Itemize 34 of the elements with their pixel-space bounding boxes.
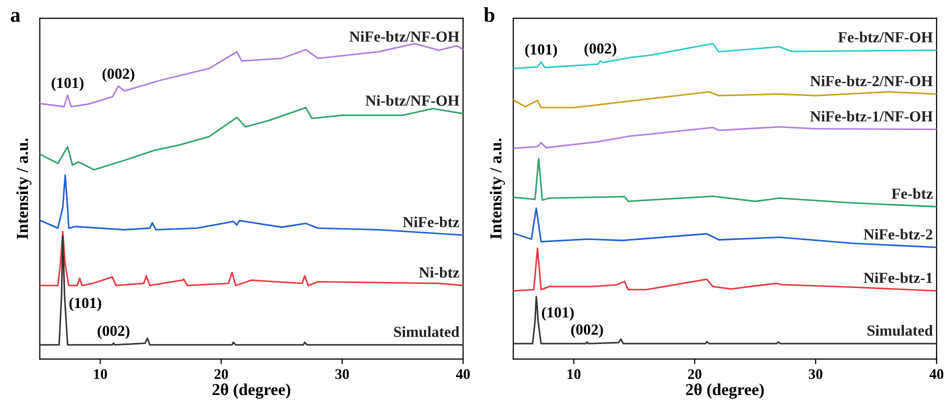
chart-title: b (484, 7, 494, 22)
annotation: (101) (52, 77, 84, 92)
series-label: NiFe-btz-2 (864, 228, 932, 240)
y-axis-title: Intensity / a.u. (16, 138, 32, 240)
x-tick-label: 20 (688, 369, 702, 380)
annotation: (002) (98, 325, 130, 340)
series-label: NiFe-btz/NF-OH (349, 31, 460, 42)
x-axis-title: 2θ (degree) (686, 383, 764, 399)
x-tick-label: 40 (456, 369, 470, 380)
x-tick-label: 40 (929, 369, 944, 380)
series-label: Simulated (868, 324, 933, 336)
series-label: NiFe-btz (402, 216, 460, 228)
series-label: Ni-btz (419, 266, 460, 278)
x-tick-label: 30 (335, 369, 349, 380)
series-label: NiFe-btz-1/NF-OH (810, 110, 933, 122)
series-label: Fe-btz (892, 188, 933, 199)
chart-title: a (10, 12, 20, 22)
x-axis-title: 2θ (degree) (212, 383, 290, 399)
annotation: (002) (571, 324, 603, 338)
x-tick-label: 10 (568, 369, 580, 380)
annotation: (002) (102, 68, 134, 82)
annotation: (002) (584, 42, 616, 57)
annotation: (101) (69, 297, 102, 312)
series-label: NiFe-btz-2/NF-OH (810, 75, 933, 86)
x-tick-label: 30 (808, 369, 822, 380)
annotation: (101) (542, 306, 574, 321)
series-label: NiFe-btz-1 (864, 272, 932, 284)
y-axis-title: Intensity / a.u. (490, 138, 505, 240)
series-label: Ni-btz/NF-OH (366, 95, 460, 106)
annotation: (101) (525, 44, 557, 58)
x-tick-label: 20 (214, 369, 228, 380)
series-label: Simulated (394, 326, 460, 338)
series-label: Fe-btz/NF-OH (838, 32, 933, 42)
x-tick-label: 10 (94, 369, 107, 380)
